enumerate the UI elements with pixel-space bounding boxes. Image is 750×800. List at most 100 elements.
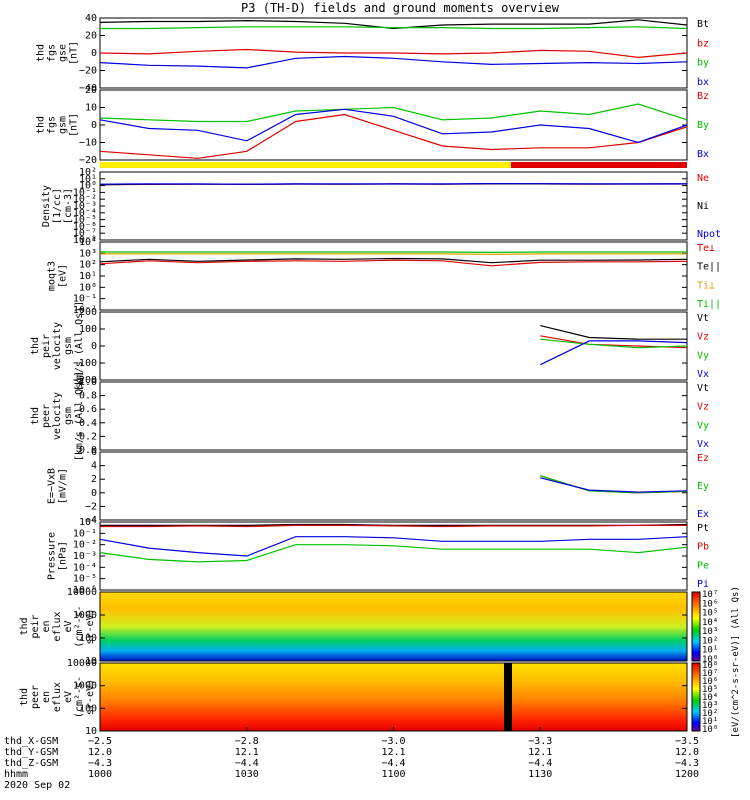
y-axis-label: sr-eV) bbox=[85, 679, 96, 715]
x-tick-label: −3.0 bbox=[381, 736, 405, 747]
y-axis-label: moqt3 bbox=[47, 261, 58, 291]
legend-item: Pb bbox=[697, 542, 709, 553]
legend-item: Vx bbox=[697, 369, 709, 380]
series-bz bbox=[99, 48, 688, 59]
panel-frame bbox=[99, 311, 688, 381]
colorbar-tick-label: 10³ bbox=[702, 701, 718, 711]
colorbar-tick-label: 10¹ bbox=[702, 717, 718, 727]
y-tick-label: 10⁻¹ bbox=[73, 528, 97, 539]
y-axis-label: [km/s (All Qs)] bbox=[74, 301, 85, 391]
mode-bar bbox=[100, 162, 687, 168]
legend-item: Ne bbox=[697, 173, 709, 184]
y-tick-label: 1.0 bbox=[79, 377, 97, 388]
y-tick-label: 10000 bbox=[67, 658, 97, 669]
colorbar-upper bbox=[691, 591, 701, 662]
y-axis-label: (cm²-s- bbox=[74, 676, 85, 718]
y-tick-label: −20 bbox=[79, 66, 97, 77]
y-tick-label: 10⁻⁵ bbox=[73, 215, 97, 226]
y-axis-label: velocity bbox=[52, 392, 63, 440]
series-Ex bbox=[540, 477, 688, 493]
panel-frame bbox=[99, 381, 688, 451]
y-tick-label: 100 bbox=[79, 633, 97, 644]
y-tick-label: 10⁻⁸ bbox=[73, 235, 97, 246]
legend-item: Ex bbox=[697, 509, 709, 520]
y-tick-label: 10⁻⁷ bbox=[73, 228, 97, 239]
y-tick-label: 10⁻⁵ bbox=[73, 574, 97, 585]
series-Vx bbox=[540, 340, 688, 366]
panel-frame bbox=[99, 171, 688, 241]
legend-item: Ti|| bbox=[697, 299, 721, 310]
panel-fgs-gsm: 20 10 0 −10 −20 thd fgs gsm [nT] Bz By Bx bbox=[36, 85, 710, 166]
y-tick-label: 100 bbox=[79, 324, 97, 335]
legend-item: Npot bbox=[697, 229, 721, 240]
colorbar-tick-label: 10⁵ bbox=[702, 685, 718, 695]
x-tick-label: −2.5 bbox=[88, 736, 112, 747]
panel-frame bbox=[99, 591, 688, 662]
y-tick-label: 10⁻⁴ bbox=[73, 208, 97, 219]
x-row-label: thd_Y-GSM bbox=[4, 747, 58, 758]
series-Pi bbox=[99, 536, 688, 557]
y-tick-label: −20 bbox=[79, 155, 97, 166]
y-axis-label: eflux bbox=[52, 611, 63, 641]
y-tick-label: 10 bbox=[85, 656, 97, 667]
y-axis-label: sr-eV) bbox=[85, 608, 96, 644]
colorbar-tick-label: 10⁵ bbox=[702, 609, 718, 619]
y-tick-label: 0.8 bbox=[79, 391, 97, 402]
series-bx bbox=[99, 55, 688, 69]
y-tick-label: 10000 bbox=[67, 587, 97, 598]
y-tick-label: 4 bbox=[91, 461, 97, 472]
y-axis-label: thd bbox=[30, 337, 41, 355]
y-axis-label: [mV/m] bbox=[58, 468, 69, 504]
x-tick-label: −3.3 bbox=[528, 736, 552, 747]
legend-item: Bz bbox=[697, 91, 709, 102]
y-tick-label: 10⁻⁶ bbox=[73, 585, 97, 596]
x-tick-label: −4.4 bbox=[528, 758, 552, 769]
colorbar-tick-label: 10⁴ bbox=[702, 693, 718, 703]
y-tick-label: 20 bbox=[85, 85, 97, 96]
y-tick-label: 2 bbox=[91, 474, 97, 485]
panel-frame bbox=[99, 521, 688, 591]
legend-item: Pe bbox=[697, 560, 709, 571]
panel-density: 10²10¹10⁰10⁻¹10⁻²10⁻³10⁻⁴10⁻⁵10⁻⁶10⁻⁷10⁻… bbox=[41, 167, 721, 246]
y-tick-label: 10 bbox=[85, 103, 97, 114]
y-axis-label: eflux bbox=[52, 682, 63, 712]
colorbar-tick-label: 10¹ bbox=[702, 646, 718, 656]
y-tick-label: 0 bbox=[91, 341, 97, 352]
y-tick-label: 20 bbox=[85, 31, 97, 42]
legend-item: Ey bbox=[697, 481, 709, 492]
y-tick-label: −200 bbox=[73, 375, 97, 386]
y-axis-label: thd bbox=[19, 617, 30, 635]
series-Pe bbox=[99, 544, 688, 563]
colorbar-tick-label: 10⁰ bbox=[702, 655, 718, 665]
y-axis-label: peir bbox=[30, 614, 41, 638]
x-tick-label: −4.4 bbox=[235, 758, 259, 769]
y-tick-label: 6 bbox=[91, 447, 97, 458]
y-tick-label: −4 bbox=[85, 515, 97, 526]
y-tick-label: −100 bbox=[73, 358, 97, 369]
legend-item: Ez bbox=[697, 453, 709, 464]
y-axis-label: [nPa] bbox=[58, 541, 69, 571]
mode-bar-slow bbox=[100, 162, 511, 168]
legend-item: Vz bbox=[697, 332, 709, 343]
x-tick-label: −4.4 bbox=[381, 758, 405, 769]
y-axis-label: en bbox=[41, 691, 52, 703]
legend-item: Vy bbox=[697, 420, 709, 431]
legend-item: Bx bbox=[697, 149, 709, 160]
legend-item: Vz bbox=[697, 402, 709, 413]
y-tick-label: 10⁻¹ bbox=[73, 187, 97, 198]
y-axis-label: fgs bbox=[47, 44, 58, 62]
panel-fgs-gse: 40 20 0 −20 −40 thd fgs gse [nT] Bt bz by bx bbox=[36, 13, 710, 94]
y-tick-label: 0 bbox=[91, 48, 97, 59]
y-tick-label: 10⁰ bbox=[79, 181, 97, 192]
x-tick-label: 1100 bbox=[381, 769, 405, 780]
y-axis-label: fgs bbox=[47, 116, 58, 134]
y-tick-label: 10⁻⁴ bbox=[73, 562, 97, 573]
y-axis-label: gsm bbox=[58, 116, 69, 134]
series-Ez bbox=[540, 475, 688, 494]
y-axis-label: [km/s (All Qs)] bbox=[74, 371, 85, 461]
y-axis-label: E=−VxB bbox=[47, 468, 58, 504]
legend-item: Ni bbox=[697, 201, 709, 212]
series-by bbox=[100, 26, 688, 30]
y-tick-label: 10² bbox=[79, 260, 97, 271]
